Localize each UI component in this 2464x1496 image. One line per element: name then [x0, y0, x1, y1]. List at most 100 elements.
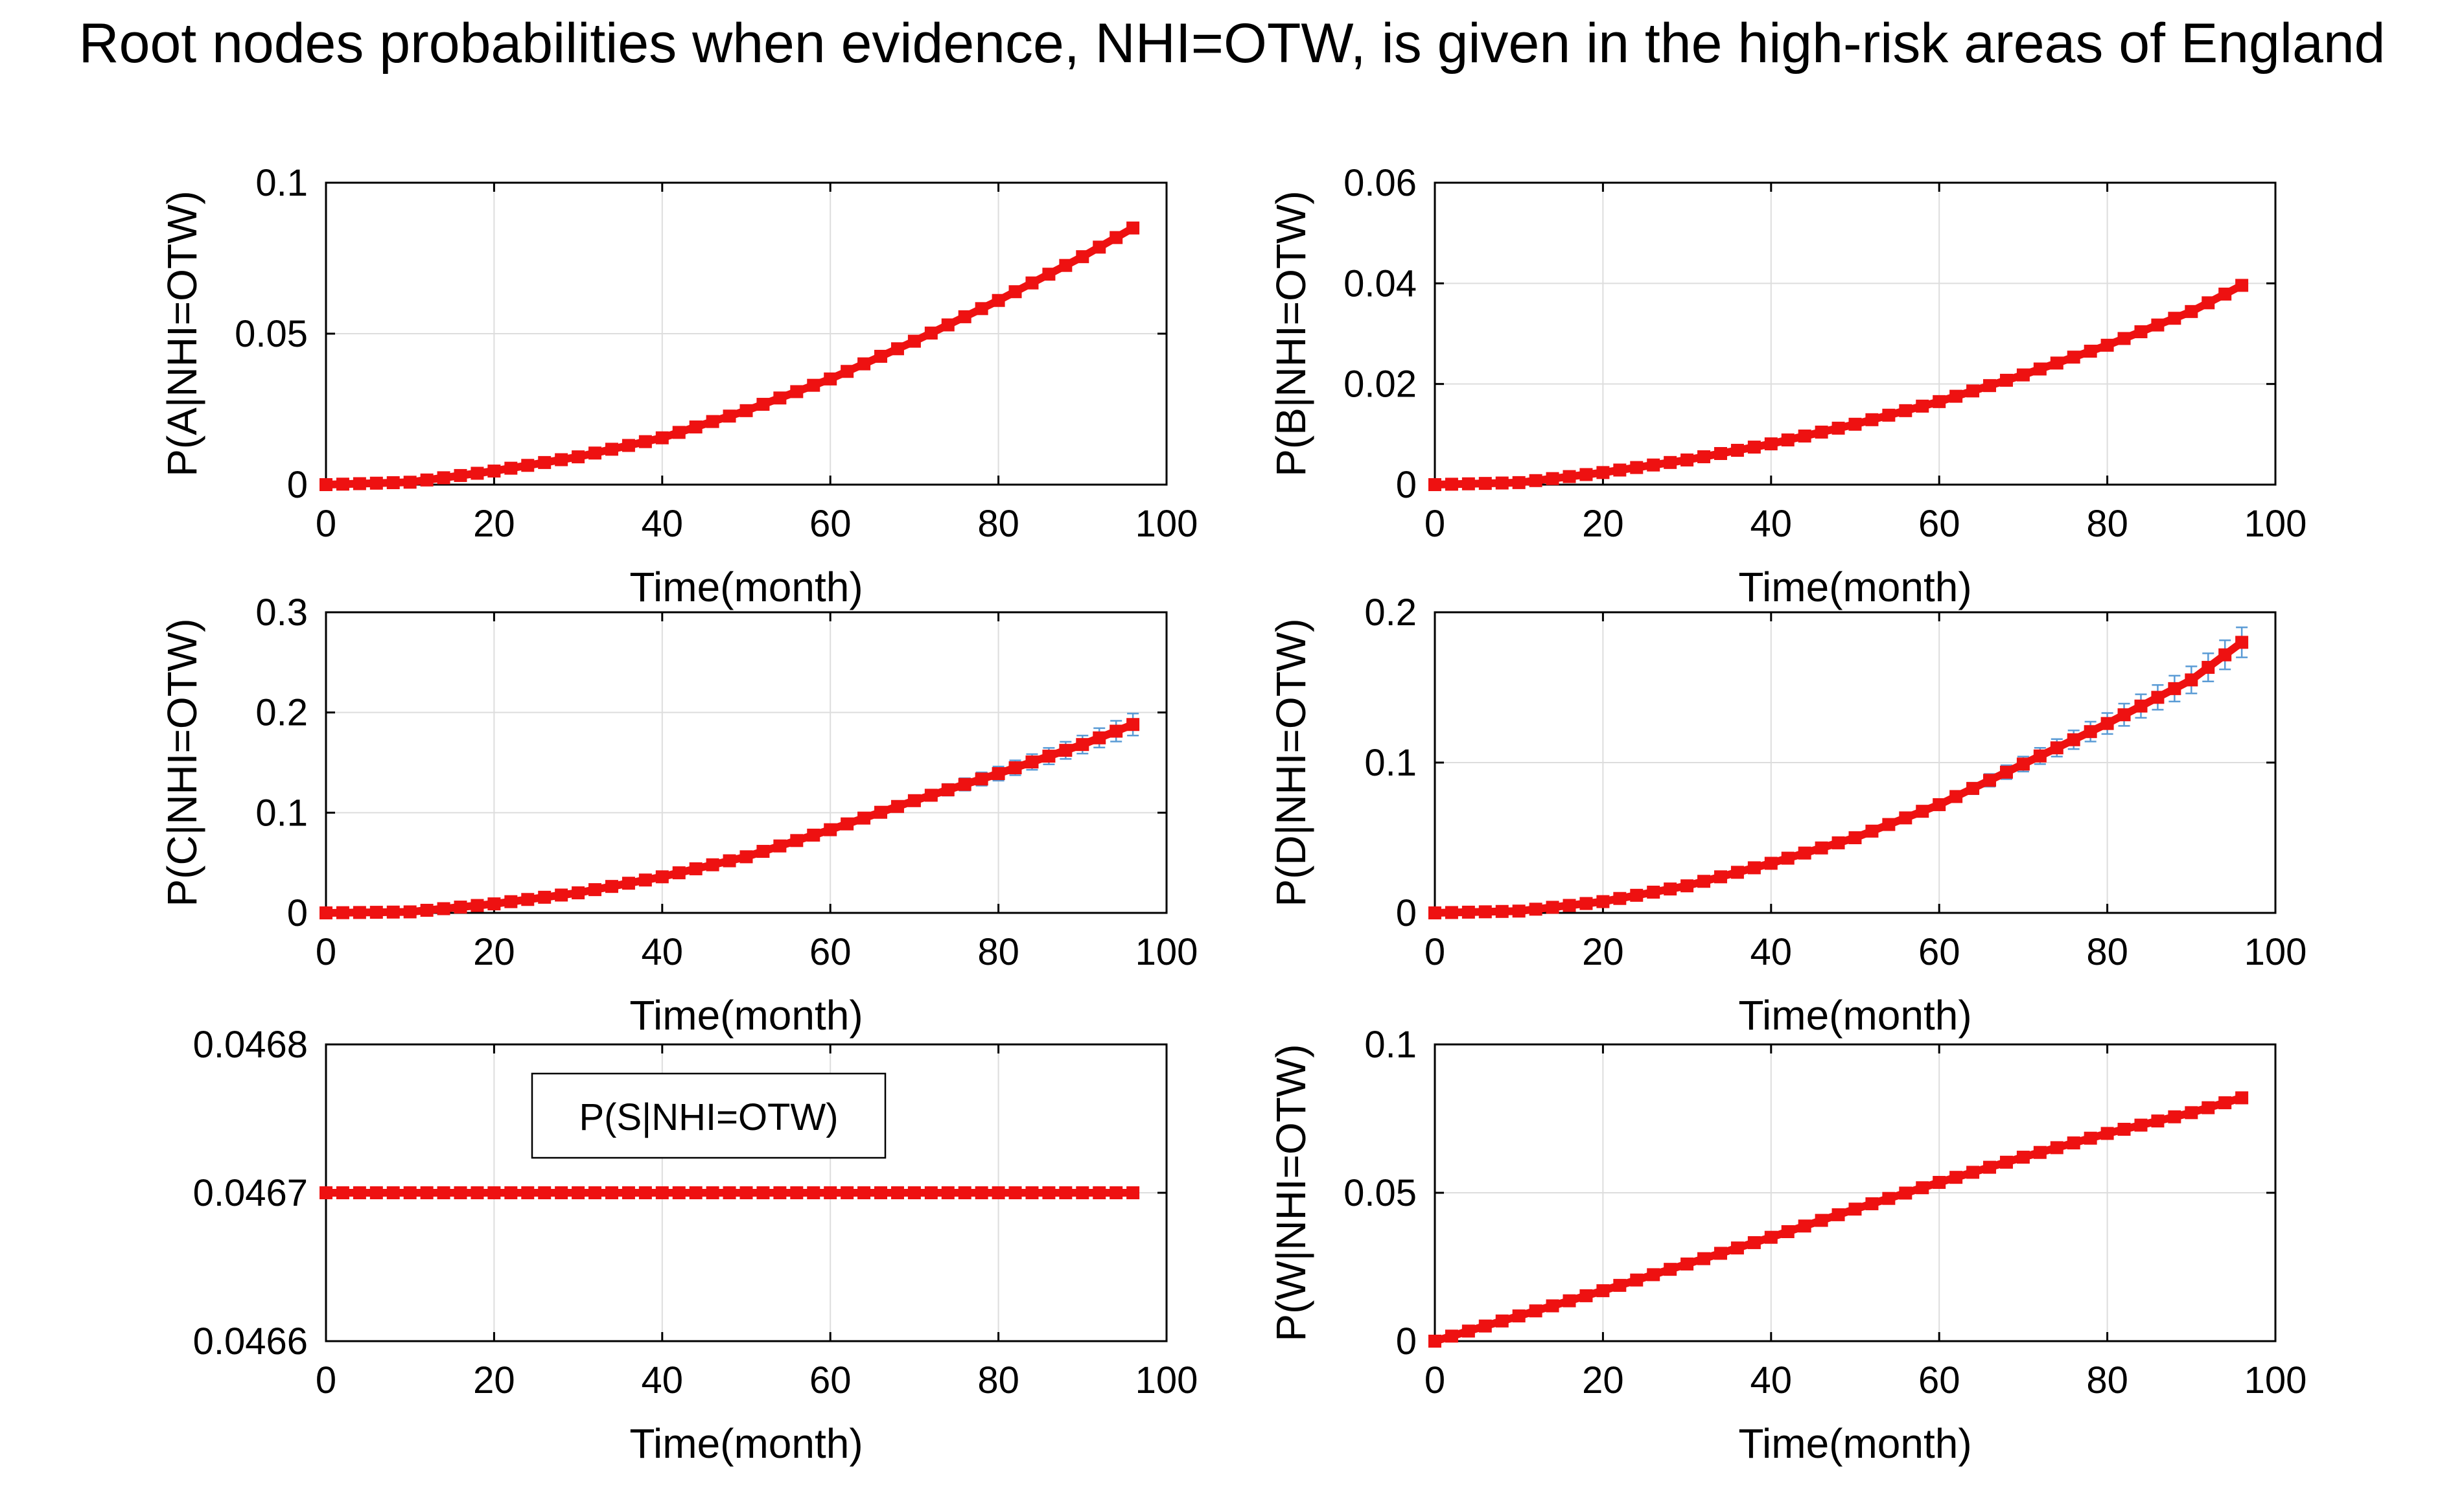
data-point	[2050, 1141, 2063, 1155]
data-point	[2100, 717, 2114, 730]
data-point	[1680, 879, 1694, 893]
data-point	[1546, 901, 1559, 914]
series-line-p-d-nhi-otw	[1434, 639, 2244, 917]
data-point	[622, 877, 635, 890]
data-point	[2185, 305, 2198, 318]
x-tick-label: 0	[316, 931, 336, 973]
data-point	[1933, 1175, 1946, 1189]
data-point	[2235, 1091, 2249, 1105]
data-point	[2218, 648, 2232, 662]
data-point	[1747, 861, 1761, 875]
data-point	[420, 473, 434, 487]
data-point	[1647, 1268, 1660, 1282]
data-point	[369, 476, 383, 490]
data-point	[437, 471, 450, 485]
data-point	[320, 1186, 332, 1199]
data-point	[605, 443, 618, 456]
x-tick-label: 80	[977, 503, 1019, 545]
data-point	[890, 1186, 904, 1199]
data-point	[2151, 318, 2165, 332]
data-point	[1126, 1186, 1140, 1199]
series-line-p-a-nhi-otw	[325, 224, 1135, 489]
x-tick-label: 60	[809, 503, 852, 545]
data-point	[1546, 472, 1559, 485]
data-point	[1966, 1166, 1980, 1179]
data-point	[756, 1186, 770, 1199]
data-point	[1949, 389, 1963, 403]
error-bars	[1529, 626, 2248, 910]
data-point	[1613, 1278, 1627, 1292]
data-point	[1680, 1257, 1694, 1271]
data-point	[1714, 1247, 1727, 1260]
data-point	[2218, 1096, 2232, 1110]
data-point	[2050, 356, 2063, 370]
data-point	[1730, 866, 1744, 879]
data-point	[1495, 476, 1509, 490]
data-point-markers	[1428, 636, 2249, 919]
data-point	[1613, 892, 1627, 905]
error-bars	[1529, 280, 2248, 482]
data-point	[588, 446, 602, 460]
data-point-markers	[320, 1186, 1140, 1199]
data-point	[706, 1186, 719, 1199]
data-point	[2016, 757, 2030, 771]
x-tick-label: 40	[642, 931, 684, 973]
data-point	[1949, 1171, 1963, 1184]
y-axis-label: P(D|NHI=OTW)	[1268, 618, 1314, 906]
data-point	[992, 767, 1005, 781]
data-point	[369, 906, 383, 919]
data-point	[2185, 1106, 2198, 1120]
data-point	[1110, 724, 1123, 738]
data-point	[1478, 477, 1492, 490]
data-point	[386, 905, 400, 919]
data-point	[2100, 338, 2114, 352]
x-tick-label: 60	[1918, 503, 1960, 545]
data-point	[1093, 1186, 1106, 1199]
data-point	[1445, 478, 1458, 491]
data-point	[2117, 708, 2131, 722]
data-point	[2084, 725, 2097, 739]
data-point	[874, 1186, 888, 1199]
x-tick-label: 60	[1918, 1359, 1960, 1401]
data-point	[790, 385, 804, 398]
data-point	[1831, 421, 1845, 435]
data-point	[2067, 733, 2080, 746]
y-tick-label: 0.1	[255, 792, 308, 834]
error-bars	[421, 712, 1139, 912]
data-point	[487, 897, 501, 911]
data-point	[1664, 455, 1677, 469]
data-point	[504, 461, 518, 475]
data-point	[2151, 1114, 2165, 1128]
data-point	[2235, 636, 2249, 649]
data-point	[907, 1186, 921, 1199]
data-point	[1563, 1294, 1576, 1307]
data-point	[1428, 478, 1441, 491]
data-point	[857, 1186, 871, 1199]
data-point	[1865, 824, 1879, 838]
data-point	[1697, 875, 1711, 888]
data-point	[622, 439, 635, 452]
x-tick-label: 100	[1135, 931, 1198, 973]
data-point	[1563, 899, 1576, 912]
y-tick-label: 0.1	[255, 162, 308, 204]
data-point	[756, 845, 770, 858]
x-tick-label: 20	[473, 1359, 515, 1401]
data-point	[739, 404, 753, 417]
data-point	[572, 886, 585, 900]
data-point	[437, 902, 450, 915]
data-point	[1697, 1252, 1711, 1265]
data-point	[622, 1186, 635, 1199]
data-point	[1428, 1335, 1441, 1348]
data-point	[1865, 1197, 1879, 1210]
data-point	[1747, 441, 1761, 454]
data-point	[2016, 1151, 2030, 1164]
y-tick-label: 0.3	[255, 592, 308, 634]
data-point	[807, 1186, 820, 1199]
x-axis-label: Time(month)	[1738, 1420, 1971, 1467]
data-point	[572, 1186, 585, 1199]
x-tick-label: 0	[316, 503, 336, 545]
data-point	[1966, 384, 1980, 398]
data-point	[336, 906, 349, 919]
data-point	[992, 1186, 1005, 1199]
data-point	[807, 828, 820, 842]
